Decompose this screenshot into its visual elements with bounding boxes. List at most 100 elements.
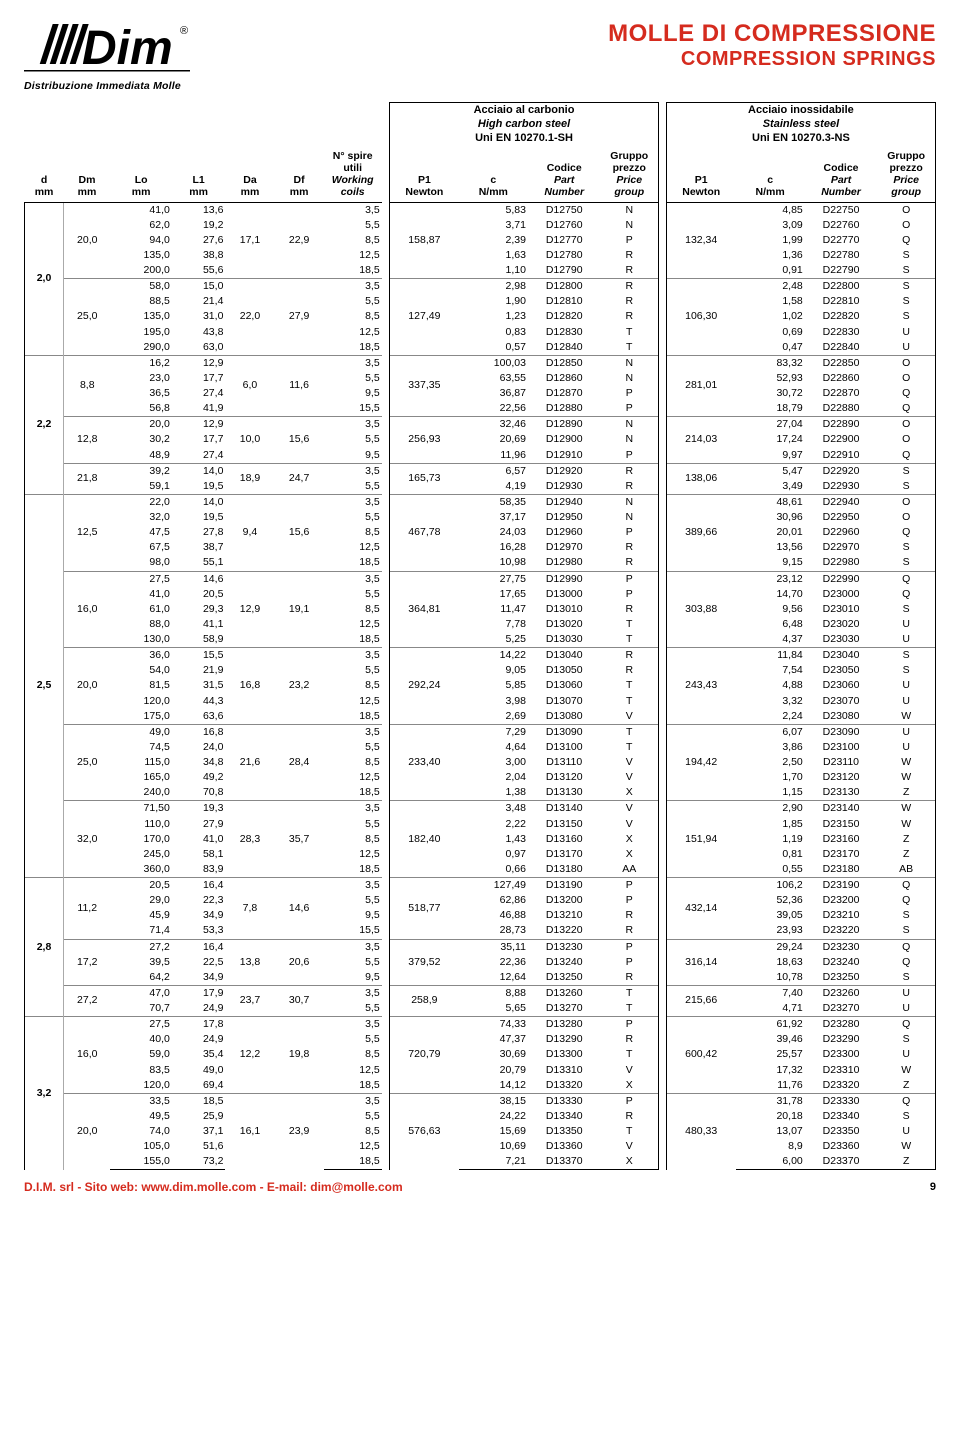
cell-Lo: 41,0 [110,202,171,218]
col-P1-hc: P1Newton [390,147,459,202]
cell-code-ss: D22760 [805,218,878,233]
cell-c-ss: 2,90 [736,801,805,817]
 [659,463,667,479]
 [382,587,390,602]
table-row: 195,043,812,50,83D12830T0,69D22830U [25,325,936,340]
cell-code-hc: D13020 [528,617,601,632]
cell-N: 8,5 [324,1047,382,1062]
 [382,525,390,540]
 [659,233,667,248]
cell-Da: 13,8 [225,939,274,985]
 [382,294,390,309]
cell-N: 3,5 [324,463,382,479]
cell-P1-ss: 281,01 [666,355,735,417]
cell-L1: 22,5 [172,955,226,970]
cell-group-ss: Q [877,525,935,540]
cell-c-ss: 1,02 [736,309,805,324]
cell-N: 3,5 [324,355,382,371]
cell-Da: 7,8 [225,878,274,940]
cell-c-hc: 100,03 [459,355,528,371]
cell-group-hc: N [600,417,658,433]
cell-group-hc: T [600,632,658,648]
cell-code-hc: D12940 [528,494,601,510]
cell-code-ss: D23160 [805,832,878,847]
 [382,1078,390,1094]
cell-c-ss: 30,72 [736,386,805,401]
 [659,263,667,279]
cell-N: 5,5 [324,1001,382,1017]
cell-P1-ss: 106,30 [666,279,735,356]
cell-L1: 31,0 [172,309,226,324]
cell-code-ss: D23100 [805,740,878,755]
cell-c-hc: 36,87 [459,386,528,401]
cell-code-ss: D22800 [805,279,878,295]
cell-c-ss: 27,04 [736,417,805,433]
table-row: 54,021,95,59,05D13050R7,54D23050S [25,663,936,678]
 [382,340,390,356]
cell-group-ss: S [877,279,935,295]
table-row: 135,038,812,51,63D12780R1,36D22780S [25,248,936,263]
cell-c-ss: 3,09 [736,218,805,233]
cell-c-ss: 9,97 [736,448,805,464]
cell-L1: 44,3 [172,694,226,709]
 [659,602,667,617]
cell-c-ss: 1,70 [736,770,805,785]
cell-Df: 15,6 [275,494,324,571]
cell-code-hc: D12860 [528,371,601,386]
cell-group-ss: O [877,432,935,447]
table-row: 49,525,95,524,22D13340R20,18D23340S [25,1109,936,1124]
logo-tagline: Distribuzione Immediata Molle [24,80,214,92]
cell-group-hc: T [600,724,658,740]
cell-code-ss: D22890 [805,417,878,433]
table-row: 200,055,618,51,10D12790R0,91D22790S [25,263,936,279]
cell-group-hc: V [600,817,658,832]
 [382,571,390,587]
table-row: 25,058,015,022,027,93,5127,492,98D12800R… [25,279,936,295]
cell-N: 3,5 [324,985,382,1001]
cell-P1-ss: 194,42 [666,724,735,801]
cell-group-hc: P [600,1017,658,1033]
col-group-ss: GruppoprezzoPricegroup [877,147,935,202]
cell-group-ss: Q [877,401,935,417]
cell-c-hc: 58,35 [459,494,528,510]
cell-group-ss: Q [877,448,935,464]
cell-group-hc: P [600,525,658,540]
table-row: 12,820,012,910,015,63,5256,9332,46D12890… [25,417,936,433]
cell-Da: 28,3 [225,801,274,878]
cell-N: 18,5 [324,1078,382,1094]
 [659,801,667,817]
 [659,923,667,939]
 [659,694,667,709]
 [382,847,390,862]
 [382,309,390,324]
cell-L1: 69,4 [172,1078,226,1094]
 [659,1124,667,1139]
table-row: 25,049,016,821,628,43,5233,407,29D13090T… [25,724,936,740]
cell-code-hc: D12820 [528,309,601,324]
cell-Lo: 245,0 [110,847,171,862]
cell-c-hc: 10,98 [459,555,528,571]
cell-Da: 6,0 [225,355,274,417]
cell-code-hc: D12890 [528,417,601,433]
cell-L1: 27,9 [172,817,226,832]
cell-group-ss: W [877,755,935,770]
table-row: 30,217,75,520,69D12900N17,24D22900O [25,432,936,447]
cell-group-hc: R [600,294,658,309]
 [382,663,390,678]
cell-N: 5,5 [324,371,382,386]
cell-group-ss: S [877,248,935,263]
cell-code-hc: D12750 [528,202,601,218]
cell-L1: 58,1 [172,847,226,862]
cell-group-ss: S [877,970,935,986]
cell-c-ss: 6,00 [736,1154,805,1170]
cell-c-hc: 5,83 [459,202,528,218]
table-row: 2,020,041,013,617,122,93,5158,875,83D127… [25,202,936,218]
cell-group-ss: O [877,417,935,433]
cell-c-hc: 0,97 [459,847,528,862]
cell-group-hc: N [600,510,658,525]
cell-c-ss: 4,37 [736,632,805,648]
cell-group-hc: R [600,648,658,664]
table-row: 45,934,99,546,88D13210R39,05D23210S [25,908,936,923]
 [382,740,390,755]
cell-Lo: 110,0 [110,817,171,832]
